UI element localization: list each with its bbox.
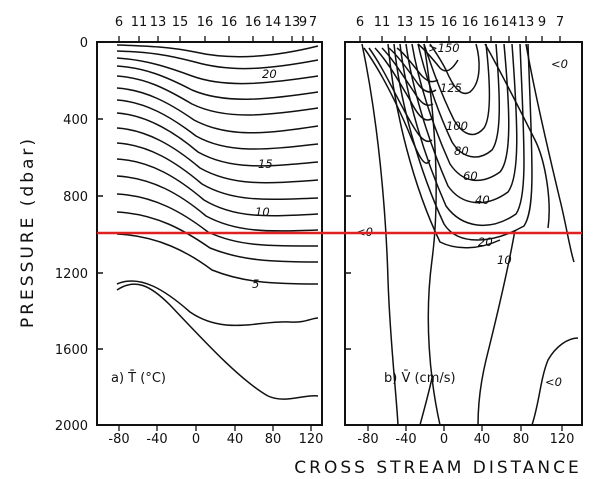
top-tick: 13: [150, 15, 167, 30]
top-tick: 6: [356, 15, 364, 30]
x-tick-label: 0: [440, 432, 448, 447]
x-axis-label: CROSS STREAM DISTANCE: [294, 458, 581, 478]
x-tick-label: 0: [192, 432, 200, 447]
top-tick: 11: [131, 15, 148, 30]
top-tick: 16: [441, 15, 458, 30]
x-tick-label: -80: [357, 432, 378, 447]
panel-a-top-ticks: 6 11 13 15 16 16 16 14 13 9 7: [115, 15, 317, 30]
panel-a-contours: [116, 44, 319, 400]
top-tick: 16: [245, 15, 262, 30]
top-tick: 14: [265, 15, 282, 30]
contour-label: 20: [478, 235, 493, 249]
panel-b-top-ticks: 6 11 13 15 16 16 16 14 13 9 7: [356, 15, 564, 30]
top-tick: 7: [556, 15, 564, 30]
top-tick: 16: [483, 15, 500, 30]
x-tick-label: 40: [474, 432, 491, 447]
y-tick-label: 400: [63, 113, 88, 128]
top-tick: 16: [197, 15, 214, 30]
y-tick-label: 1600: [55, 343, 88, 358]
top-tick: 14: [501, 15, 518, 30]
x-tick-label: -40: [146, 432, 167, 447]
contour-label: <0: [551, 57, 568, 71]
x-tick-label: 120: [299, 432, 324, 447]
panel-a-x-ticks: -80 -40 0 40 80 120: [108, 432, 323, 447]
y-tick-label: 2000: [55, 419, 88, 434]
x-tick-label: 80: [265, 432, 282, 447]
top-tick: 9: [538, 15, 546, 30]
top-tick: 16: [462, 15, 479, 30]
top-tick: 13: [284, 15, 301, 30]
y-axis-label: PRESSURE (dbar): [18, 136, 38, 328]
top-tick: 13: [518, 15, 535, 30]
x-tick-label: -80: [108, 432, 129, 447]
top-tick: 15: [172, 15, 189, 30]
x-tick-label: 40: [227, 432, 244, 447]
contour-label: 5: [252, 277, 259, 291]
top-tick: 7: [309, 15, 317, 30]
top-tick: 9: [299, 15, 307, 30]
contour-label: <0: [545, 375, 562, 389]
contour-label: 60: [463, 169, 478, 183]
x-tick-label: -40: [395, 432, 416, 447]
y-tick-label: 1200: [55, 267, 88, 282]
contour-label: 40: [475, 193, 490, 207]
contour-label: 100: [446, 119, 468, 133]
y-tick-label: 0: [80, 36, 88, 51]
contour-label: 15: [258, 157, 273, 171]
y-ticks: 0 400 800 1200 1600 2000: [55, 36, 351, 434]
y-tick-label: 800: [63, 190, 88, 205]
contour-label: 125: [440, 81, 462, 95]
contour-label: 80: [454, 144, 469, 158]
panel-b-contours: [361, 43, 579, 426]
x-tick-label: 80: [513, 432, 530, 447]
contour-label: 10: [497, 253, 512, 267]
contour-label: >150: [428, 41, 460, 55]
panel-b-x-ticks: -80 -40 0 40 80 120: [357, 432, 574, 447]
top-tick: 16: [221, 15, 238, 30]
top-tick: 15: [419, 15, 436, 30]
top-tick: 11: [374, 15, 391, 30]
panel-b-title: b) V̄ (cm/s): [384, 371, 456, 386]
panel-a-title: a) T̄ (°C): [111, 371, 166, 386]
top-tick-marks: [118, 36, 561, 42]
panel-b-labels: >150 125 100 80 60 40 20 10 <0 <0 <0: [356, 41, 568, 389]
top-tick: 6: [115, 15, 123, 30]
x-tick-label: 120: [550, 432, 575, 447]
top-tick: 13: [397, 15, 414, 30]
contour-label: 10: [255, 205, 270, 219]
panel-a-labels: 20 15 10 5: [252, 67, 277, 291]
contour-label: 20: [262, 67, 277, 81]
